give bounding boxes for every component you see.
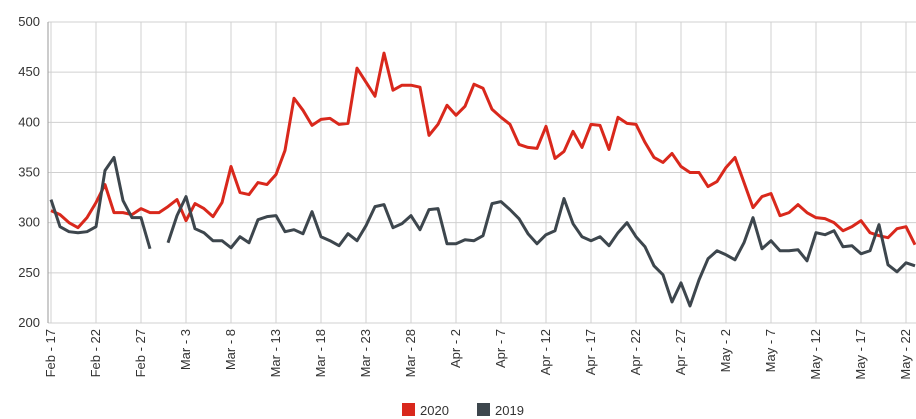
x-tick-label: Mar - 23 (358, 329, 373, 377)
y-tick-label: 450 (18, 64, 40, 79)
x-tick-label: May - 2 (718, 329, 733, 372)
x-tick-label: Mar - 8 (223, 329, 238, 370)
y-tick-label: 250 (18, 265, 40, 280)
legend-label: 2020 (420, 403, 449, 418)
x-tick-label: Mar - 28 (403, 329, 418, 377)
x-tick-label: Mar - 13 (268, 329, 283, 377)
y-tick-label: 500 (18, 14, 40, 29)
x-tick-label: Feb - 17 (43, 329, 58, 377)
x-tick-label: May - 12 (808, 329, 823, 380)
series-line (50, 51, 916, 246)
legend-swatch (402, 403, 415, 416)
x-tick-label: Feb - 22 (88, 329, 103, 377)
x-tick-label: Apr - 7 (493, 329, 508, 368)
y-tick-label: 300 (18, 215, 40, 230)
x-tick-label: May - 22 (898, 329, 913, 380)
x-tick-label: Apr - 2 (448, 329, 463, 368)
y-tick-label: 200 (18, 315, 40, 330)
x-tick-label: Mar - 3 (178, 329, 193, 370)
y-tick-label: 400 (18, 114, 40, 129)
x-tick-label: May - 17 (853, 329, 868, 380)
x-tick-label: May - 7 (763, 329, 778, 372)
x-tick-label: Apr - 12 (538, 329, 553, 375)
x-tick-label: Apr - 22 (628, 329, 643, 375)
legend-swatch (477, 403, 490, 416)
x-tick-label: Feb - 27 (133, 329, 148, 377)
legend-label: 2019 (495, 403, 524, 418)
y-tick-label: 350 (18, 165, 40, 180)
x-tick-label: Apr - 17 (583, 329, 598, 375)
x-tick-label: Mar - 18 (313, 329, 328, 377)
series-line (49, 155, 916, 308)
x-tick-label: Apr - 27 (673, 329, 688, 375)
